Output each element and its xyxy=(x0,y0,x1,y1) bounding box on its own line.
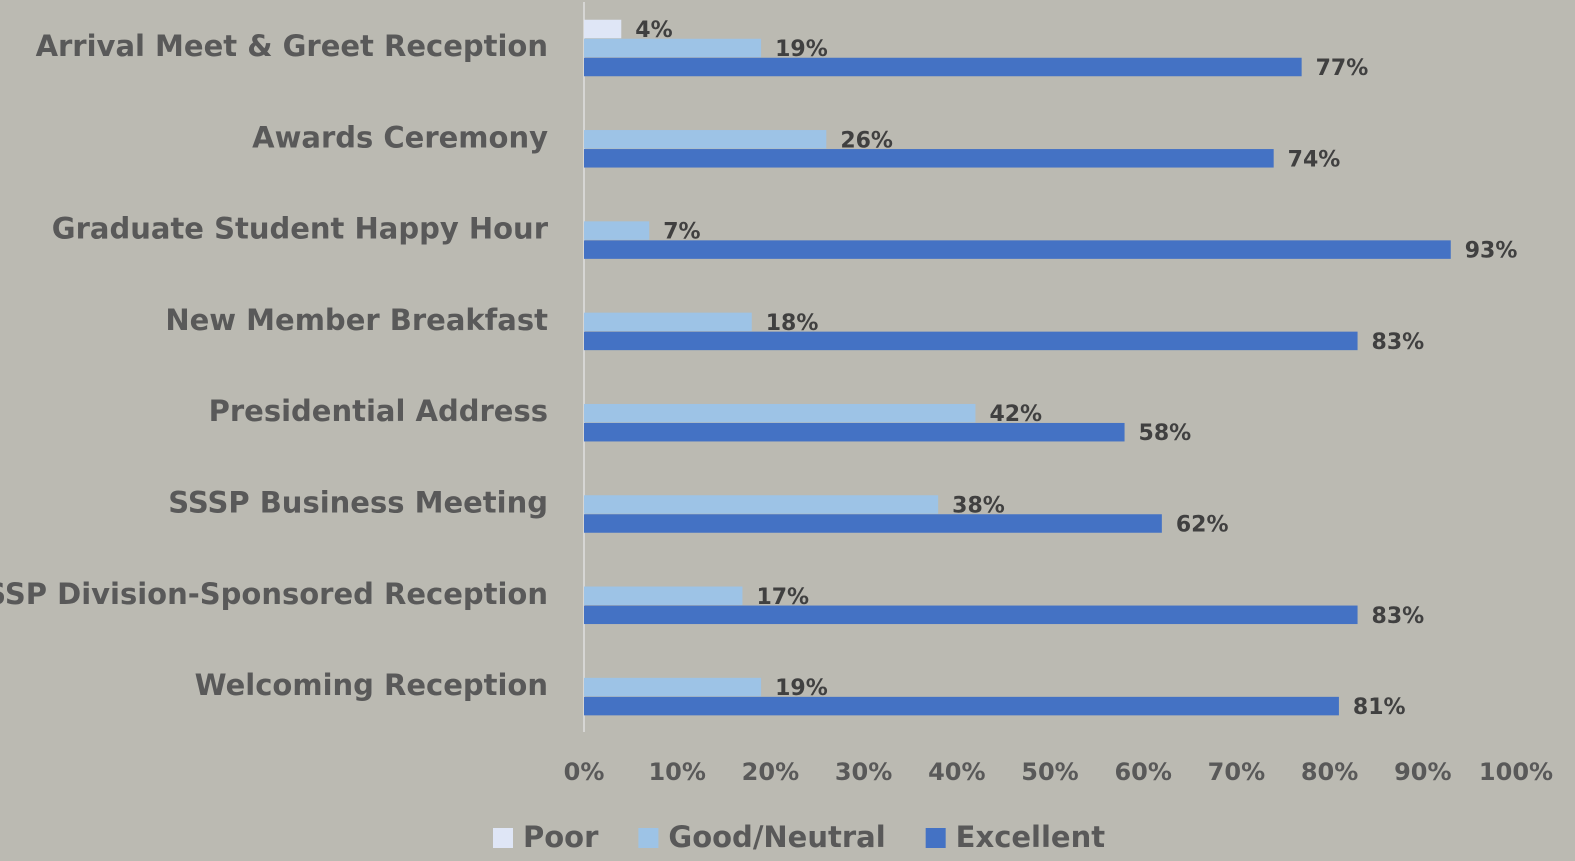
category-label: Graduate Student Happy Hour xyxy=(52,212,549,246)
x-tick-label: 60% xyxy=(1114,758,1171,786)
bar xyxy=(584,331,1358,351)
x-tick-label: 30% xyxy=(835,758,892,786)
bar xyxy=(584,403,976,423)
category-label: Presidential Address xyxy=(209,394,548,428)
data-label: 77% xyxy=(1316,56,1369,81)
bar xyxy=(584,57,1302,77)
category-label: Welcoming Reception xyxy=(195,668,548,702)
data-label: 62% xyxy=(1176,513,1229,538)
bar xyxy=(584,312,752,332)
x-tick-label: 10% xyxy=(648,758,705,786)
legend-label: Good/Neutral xyxy=(668,820,885,854)
bar xyxy=(584,514,1162,533)
category-label: Arrival Meet & Greet Reception xyxy=(36,29,548,63)
x-tick-label: 50% xyxy=(1021,758,1078,786)
bar xyxy=(584,605,1358,625)
legend-swatch xyxy=(925,828,946,848)
category-label: Awards Ceremony xyxy=(252,120,548,154)
legend-swatch xyxy=(638,828,659,848)
data-label: 81% xyxy=(1353,695,1406,720)
x-tick-label: 90% xyxy=(1394,758,1451,786)
x-tick-label: 40% xyxy=(928,758,985,786)
bar xyxy=(584,149,1274,168)
legend-label: Poor xyxy=(523,820,599,854)
bar xyxy=(584,677,762,697)
bar xyxy=(584,495,939,514)
bar xyxy=(584,696,1339,716)
category-label: SSSP Division-Sponsored Reception xyxy=(0,577,548,611)
data-label: 93% xyxy=(1465,239,1518,264)
bar xyxy=(584,130,827,149)
bar xyxy=(584,422,1125,442)
x-tick-label: 0% xyxy=(564,758,605,786)
x-tick-label: 70% xyxy=(1208,758,1265,786)
bar xyxy=(584,221,650,240)
x-tick-label: 80% xyxy=(1301,758,1358,786)
data-label: 83% xyxy=(1372,330,1425,355)
legend-swatch xyxy=(493,828,513,848)
bar xyxy=(584,240,1451,259)
data-label: 74% xyxy=(1288,147,1341,172)
data-label: 58% xyxy=(1139,421,1192,446)
data-label: 83% xyxy=(1372,604,1425,629)
category-label: New Member Breakfast xyxy=(165,303,548,337)
bar xyxy=(584,586,743,606)
bar xyxy=(584,38,762,58)
bar xyxy=(584,19,622,39)
category-label: SSSP Business Meeting xyxy=(168,486,548,520)
legend-label: Excellent xyxy=(956,820,1106,854)
x-tick-label: 100% xyxy=(1479,758,1553,786)
x-tick-label: 20% xyxy=(742,758,799,786)
